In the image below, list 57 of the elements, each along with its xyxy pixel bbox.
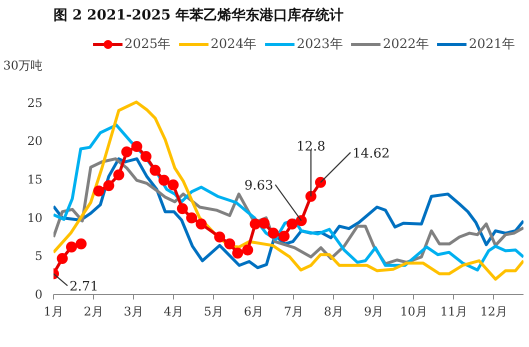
x-tick-label: 1月 [44,304,64,318]
x-tick-label: 10月 [400,304,428,318]
y-tick-label: 20 [27,134,43,148]
point [140,151,152,162]
legend-label: 2025年 [124,36,171,53]
x-tick-label: 7月 [284,304,304,318]
legend-label: 2022年 [382,36,429,53]
y-tick-label: 10 [27,210,43,225]
point [121,146,132,158]
point [113,169,124,180]
x-tick-label: 6月 [244,304,264,318]
annotation: 9.63 [244,178,274,194]
point [158,174,170,186]
x-tick-label: 9月 [364,304,384,318]
point [66,241,78,252]
chart-title: 图 2 2021-2025 年苯乙烯华东港口库存统计 [54,6,344,24]
x-tick-label: 5月 [204,304,224,318]
point [214,232,226,242]
point [296,215,307,226]
point [278,230,290,242]
point [186,212,198,224]
point [131,141,142,152]
point [150,164,161,176]
annotation: 14.62 [352,146,390,162]
legend-label: 2023年 [296,36,343,53]
y-tick-label: 5 [34,249,43,264]
y-tick-label: 0 [34,288,43,302]
point [196,218,207,230]
line-series [54,100,524,281]
point [56,252,68,264]
y-tick-label: 25 [27,96,43,110]
x-tick-label: 4月 [164,304,184,318]
annotation: 2.71 [70,280,98,295]
x-tick-label: 8月 [324,304,344,318]
point [93,186,104,196]
legend-label: 2024年 [210,36,257,53]
x-tick-label: 11月 [440,304,468,318]
point [315,176,326,188]
point [168,179,179,190]
point [242,244,254,256]
point [224,238,236,250]
point [76,238,87,250]
point [258,218,270,229]
x-tick-label: 2月 [84,304,104,318]
x-tick-label: 3月 [124,304,144,318]
y-tick-label: 15 [27,172,43,186]
x-tick-label: 12月 [480,304,508,318]
legend-label: 2021年 [468,36,515,53]
annotation: 12.8 [296,139,326,154]
y-tick-label: 30万吨 [3,58,43,72]
point [232,248,244,259]
point [176,203,188,214]
point [103,180,114,192]
line-series [54,124,524,272]
point [268,228,279,239]
point [305,190,316,202]
point [286,218,298,230]
